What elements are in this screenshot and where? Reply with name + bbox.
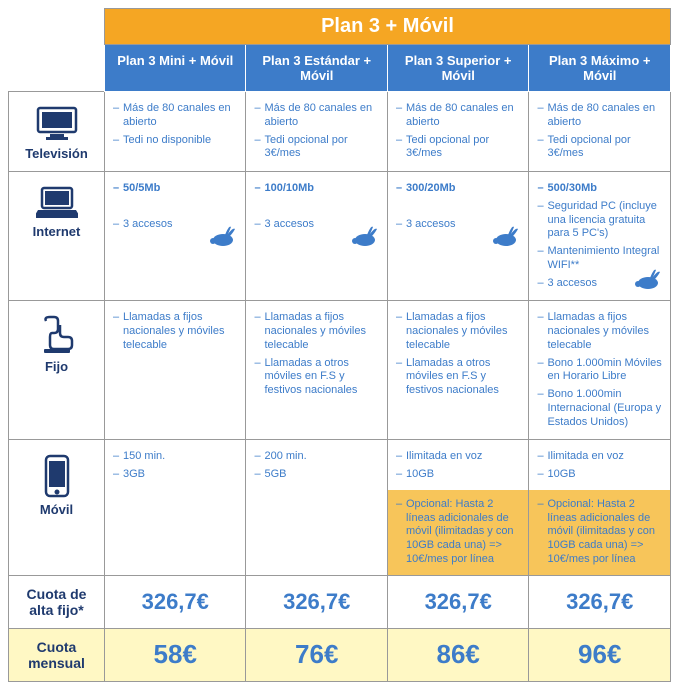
fijo-cell-1: Llamadas a fijos nacionales y móviles te… <box>246 301 387 440</box>
feature-item: Bono 1.000min Internacional (Europa y Es… <box>535 386 662 431</box>
corner-blank <box>9 9 105 45</box>
feature-item: Llamadas a fijos nacionales y móviles te… <box>111 309 237 354</box>
feature-item: Llamadas a fijos nacionales y móviles te… <box>252 309 378 354</box>
mobile-icon <box>44 454 70 498</box>
row-label-movil-text: Móvil <box>13 502 100 517</box>
row-tv: Televisión Más de 80 canales en abiertoT… <box>9 92 671 172</box>
feature-item: Ilimitada en voz <box>535 448 662 466</box>
mensual-0: 58€ <box>105 628 246 681</box>
feature-item: Más de 80 canales en abierto <box>535 100 662 132</box>
movil-cell-2: Ilimitada en voz10GB Opcional: Hasta 2 l… <box>387 440 528 575</box>
row-fijo: Fijo Llamadas a fijos nacionales y móvil… <box>9 301 671 440</box>
feature-item: Tedi opcional por 3€/mes <box>394 132 520 164</box>
speed-1: 100/10Mb <box>252 180 378 198</box>
promo-text-2: Opcional: Hasta 2 líneas adicionales de … <box>394 496 520 569</box>
cuota-label: Cuota de alta fijo* <box>9 575 105 628</box>
laptop-icon <box>36 186 78 220</box>
plan-header-0: Plan 3 Mini + Móvil <box>105 45 246 92</box>
movil-cell-3: Ilimitada en voz10GB Opcional: Hasta 2 l… <box>529 440 671 575</box>
feature-item: Más de 80 canales en abierto <box>394 100 520 132</box>
cuota-0: 326,7€ <box>105 575 246 628</box>
row-mensual: Cuota mensual 58€ 76€ 86€ 96€ <box>9 628 671 681</box>
internet-cell-2: 300/20Mb 3 accesos <box>387 172 528 301</box>
speed-0: 50/5Mb <box>111 180 237 198</box>
internet-cell-1: 100/10Mb 3 accesos <box>246 172 387 301</box>
tv-cell-0: Más de 80 canales en abiertoTedi no disp… <box>105 92 246 172</box>
feature-item: 5GB <box>252 466 378 484</box>
fijo-cell-3: Llamadas a fijos nacionales y móviles te… <box>529 301 671 440</box>
plan-header-2: Plan 3 Superior + Móvil <box>387 45 528 92</box>
row-label-internet: Internet <box>9 172 105 301</box>
promo-3: Opcional: Hasta 2 líneas adicionales de … <box>529 490 670 575</box>
cuota-1: 326,7€ <box>246 575 387 628</box>
speed-3: 500/30Mb <box>535 180 662 198</box>
tv-icon <box>36 106 78 142</box>
internet-cell-0: 50/5Mb 3 accesos <box>105 172 246 301</box>
internet-cell-3: 500/30Mb Seguridad PC (incluye una licen… <box>529 172 671 301</box>
feature-item: Llamadas a fijos nacionales y móviles te… <box>535 309 662 354</box>
feature-item: Tedi no disponible <box>111 132 237 150</box>
speed-2: 300/20Mb <box>394 180 520 198</box>
fijo-cell-0: Llamadas a fijos nacionales y móviles te… <box>105 301 246 440</box>
feature-item: Llamadas a otros móviles en F.S y festiv… <box>394 355 520 400</box>
row-cuota: Cuota de alta fijo* 326,7€ 326,7€ 326,7€… <box>9 575 671 628</box>
feature-item: Tedi opcional por 3€/mes <box>535 132 662 164</box>
mensual-1: 76€ <box>246 628 387 681</box>
pricing-table-wrap: Plan 3 + Móvil Plan 3 Mini + Móvil Plan … <box>0 0 679 690</box>
feature-item: Llamadas a otros móviles en F.S y festiv… <box>252 355 378 400</box>
row-internet: Internet 50/5Mb 3 accesos 100/10Mb 3 acc… <box>9 172 671 301</box>
pricing-table: Plan 3 + Móvil Plan 3 Mini + Móvil Plan … <box>8 8 671 682</box>
cuota-3: 326,7€ <box>529 575 671 628</box>
feature-item: Seguridad PC (incluye una licencia gratu… <box>535 198 662 243</box>
feature-item: 200 min. <box>252 448 378 466</box>
feature-item: Tedi opcional por 3€/mes <box>252 132 378 164</box>
row-label-internet-text: Internet <box>13 224 100 239</box>
plan-header-3: Plan 3 Máximo + Móvil <box>529 45 671 92</box>
rabbit-icon <box>205 225 237 247</box>
rabbit-icon <box>630 268 662 290</box>
tv-cell-2: Más de 80 canales en abiertoTedi opciona… <box>387 92 528 172</box>
mensual-2: 86€ <box>387 628 528 681</box>
row-label-fijo-text: Fijo <box>13 359 100 374</box>
plan-header-1: Plan 3 Estándar + Móvil <box>246 45 387 92</box>
row-label-fijo: Fijo <box>9 301 105 440</box>
row-label-tv-text: Televisión <box>13 146 100 161</box>
mensual-3: 96€ <box>529 628 671 681</box>
main-title: Plan 3 + Móvil <box>105 9 671 45</box>
feature-item: Bono 1.000min Móviles en Horario Libre <box>535 355 662 387</box>
feature-item: Llamadas a fijos nacionales y móviles te… <box>394 309 520 354</box>
row-label-tv: Televisión <box>9 92 105 172</box>
feature-item: 3GB <box>111 466 237 484</box>
promo-text-3: Opcional: Hasta 2 líneas adicionales de … <box>535 496 662 569</box>
phone-icon <box>40 315 74 355</box>
mensual-label: Cuota mensual <box>9 628 105 681</box>
feature-item: Ilimitada en voz <box>394 448 520 466</box>
tv-cell-1: Más de 80 canales en abiertoTedi opciona… <box>246 92 387 172</box>
feature-item: Más de 80 canales en abierto <box>111 100 237 132</box>
feature-item: 10GB <box>394 466 520 484</box>
row-movil: Móvil 150 min.3GB 200 min.5GB Ilimitada … <box>9 440 671 575</box>
rabbit-icon <box>488 225 520 247</box>
movil-cell-0: 150 min.3GB <box>105 440 246 575</box>
tv-cell-3: Más de 80 canales en abiertoTedi opciona… <box>529 92 671 172</box>
row-label-movil: Móvil <box>9 440 105 575</box>
fijo-cell-2: Llamadas a fijos nacionales y móviles te… <box>387 301 528 440</box>
feature-item: 10GB <box>535 466 662 484</box>
rabbit-icon <box>347 225 379 247</box>
feature-item: Más de 80 canales en abierto <box>252 100 378 132</box>
cuota-2: 326,7€ <box>387 575 528 628</box>
corner-blank-2 <box>9 45 105 92</box>
promo-2: Opcional: Hasta 2 líneas adicionales de … <box>388 490 528 575</box>
feature-item: 150 min. <box>111 448 237 466</box>
subheader-row: Plan 3 Mini + Móvil Plan 3 Estándar + Mó… <box>9 45 671 92</box>
movil-cell-1: 200 min.5GB <box>246 440 387 575</box>
